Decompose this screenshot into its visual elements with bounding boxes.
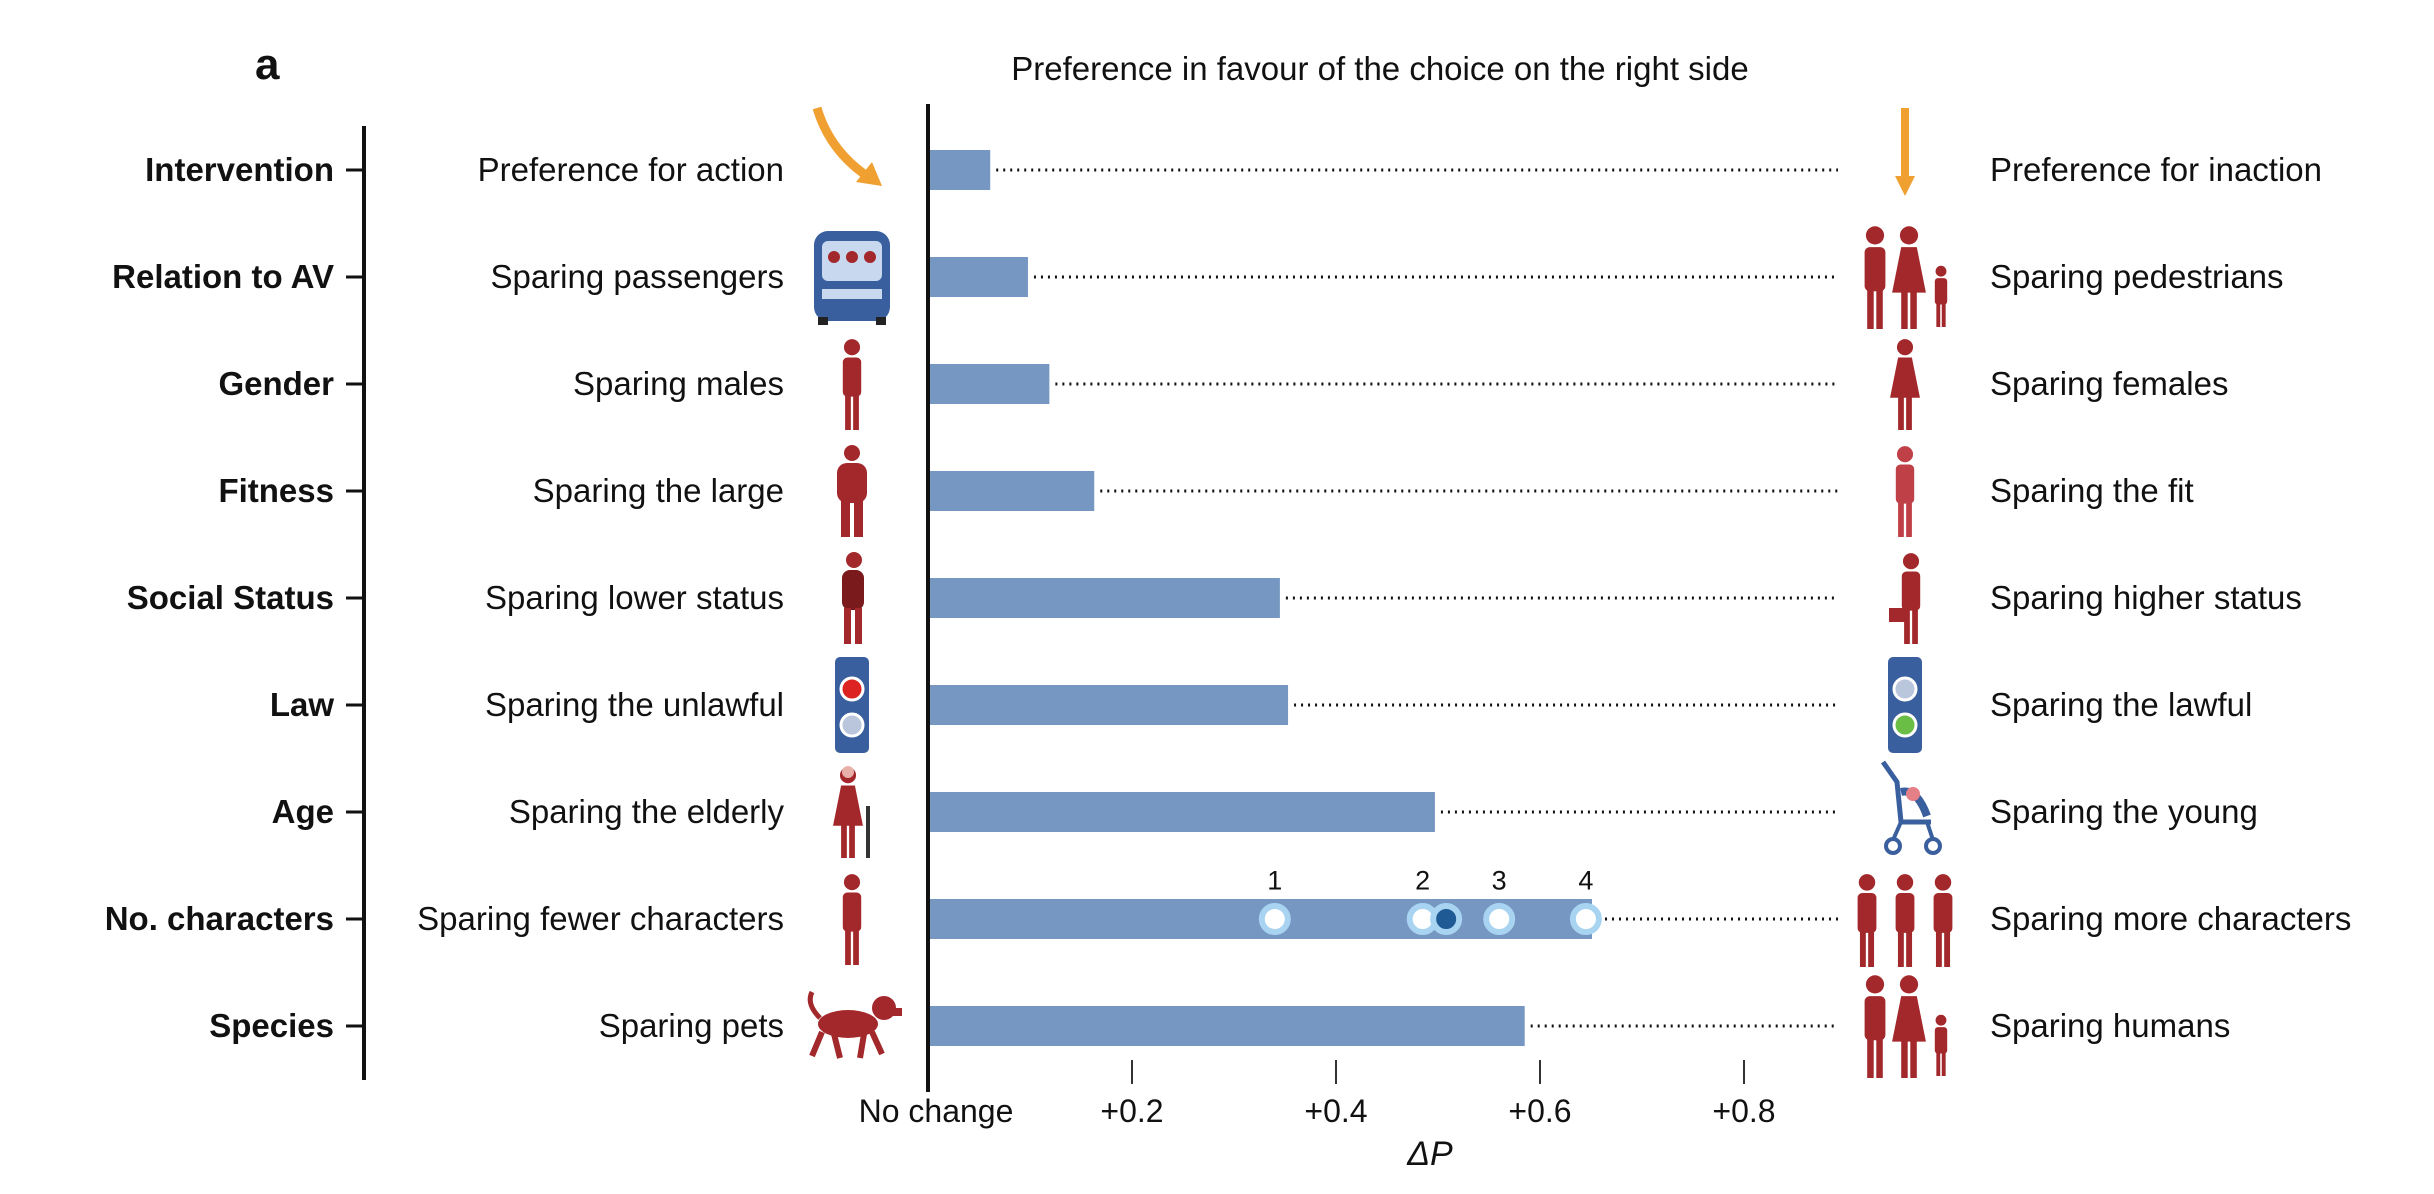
- left-choice-label: Sparing pets: [598, 1007, 784, 1044]
- left-choice-label: Preference for action: [477, 151, 784, 188]
- group-of-people-icon: [1857, 874, 1953, 967]
- right-choice-label: Sparing higher status: [1990, 579, 2302, 616]
- right-choice-label: Preference for inaction: [1990, 151, 2323, 188]
- red-light-icon: [835, 657, 869, 753]
- x-tick-label: +0.6: [1508, 1093, 1572, 1129]
- left-choice-label: Sparing the unlawful: [484, 686, 784, 723]
- panel-label: a: [255, 40, 280, 89]
- bar-species: [930, 1006, 1525, 1046]
- marker-label: 1: [1267, 865, 1283, 896]
- curved-arrow-icon: [812, 106, 882, 186]
- x-axis-label: ΔP: [1407, 1135, 1453, 1173]
- right-choice-label: Sparing the young: [1990, 793, 2258, 830]
- dimension-label: Law: [269, 686, 334, 723]
- bar-age: [930, 792, 1435, 832]
- marker-point: [1430, 903, 1463, 935]
- athlete-icon: [1895, 446, 1915, 537]
- stroller-icon: [1880, 760, 1942, 855]
- straight-arrow-icon: [1895, 108, 1915, 196]
- right-choice-label: Sparing the fit: [1990, 472, 2194, 509]
- dimension-label: Intervention: [145, 151, 334, 188]
- green-light-icon: [1888, 657, 1922, 753]
- right-choice-label: Sparing pedestrians: [1990, 258, 2284, 295]
- x-tick-label: +0.2: [1100, 1093, 1164, 1129]
- chart-title: Preference in favour of the choice on th…: [1011, 50, 1749, 87]
- dimension-label: Age: [271, 793, 334, 830]
- left-choice-label: Sparing fewer characters: [417, 900, 784, 937]
- bar-relation-to-av: [930, 257, 1028, 297]
- elderly-person-icon: [833, 766, 870, 858]
- x-tick-label: +0.4: [1304, 1093, 1368, 1129]
- left-choice-label: Sparing males: [573, 365, 784, 402]
- female-icon: [1890, 339, 1920, 430]
- single-person-icon: [842, 874, 862, 965]
- dimension-label: Fitness: [218, 472, 334, 509]
- dog-icon: [807, 990, 902, 1059]
- bar-fitness: [930, 471, 1095, 511]
- marker-label: 3: [1491, 865, 1507, 896]
- right-choice-label: Sparing humans: [1990, 1007, 2231, 1044]
- dimension-label: Gender: [218, 365, 334, 402]
- marker-label: 4: [1578, 865, 1594, 896]
- dimension-label: Relation to AV: [112, 258, 334, 295]
- male-icon: [842, 339, 862, 430]
- right-choice-label: Sparing more characters: [1990, 900, 2352, 937]
- right-choice-label: Sparing females: [1990, 365, 2229, 402]
- marker-point: [1258, 903, 1291, 935]
- bar-law: [930, 685, 1289, 725]
- dimension-label: No. characters: [104, 900, 334, 937]
- executive-icon: [1889, 553, 1921, 644]
- large-person-icon: [837, 445, 867, 537]
- homeless-person-icon: [842, 552, 864, 644]
- marker-point: [1483, 903, 1516, 935]
- humans-icon: [1864, 975, 1948, 1078]
- marker-point: [1569, 903, 1602, 935]
- bar-intervention: [930, 150, 991, 190]
- left-choice-label: Sparing the large: [532, 472, 784, 509]
- pedestrians-icon: [1864, 226, 1948, 329]
- bar-gender: [930, 364, 1050, 404]
- dimension-label: Social Status: [126, 579, 334, 616]
- right-choice-label: Sparing the lawful: [1990, 686, 2253, 723]
- bar-social-status: [930, 578, 1280, 618]
- dimension-label: Species: [209, 1007, 334, 1044]
- left-choice-label: Sparing passengers: [490, 258, 784, 295]
- left-choice-label: Sparing lower status: [485, 579, 784, 616]
- x-tick-label: No change: [858, 1093, 1014, 1129]
- left-choice-label: Sparing the elderly: [508, 793, 784, 830]
- car-passengers-icon: [814, 231, 890, 325]
- x-tick-label: +0.8: [1712, 1093, 1776, 1129]
- marker-label: 2: [1415, 865, 1431, 896]
